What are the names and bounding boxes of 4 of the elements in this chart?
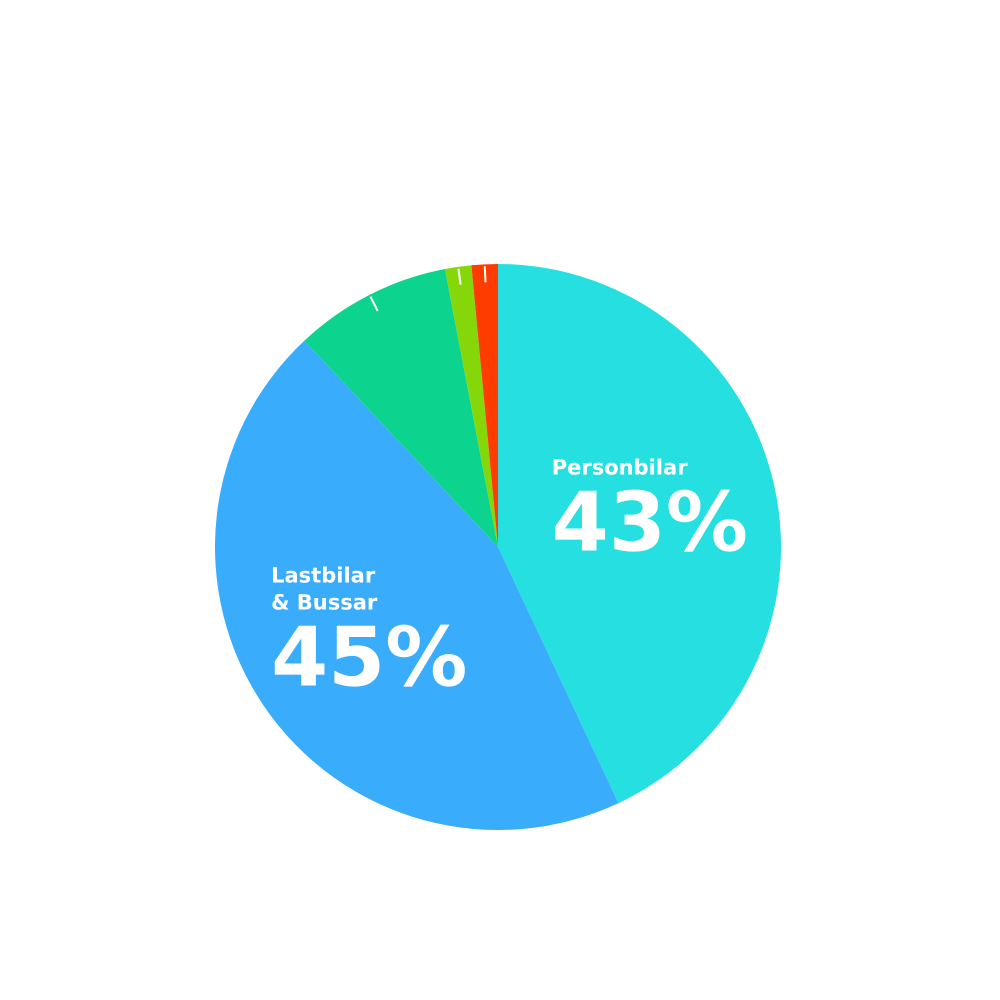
pie-slice (304, 269, 498, 547)
pie-slice (444, 265, 498, 547)
pie-slice (498, 264, 781, 804)
pie-slice (471, 264, 498, 547)
